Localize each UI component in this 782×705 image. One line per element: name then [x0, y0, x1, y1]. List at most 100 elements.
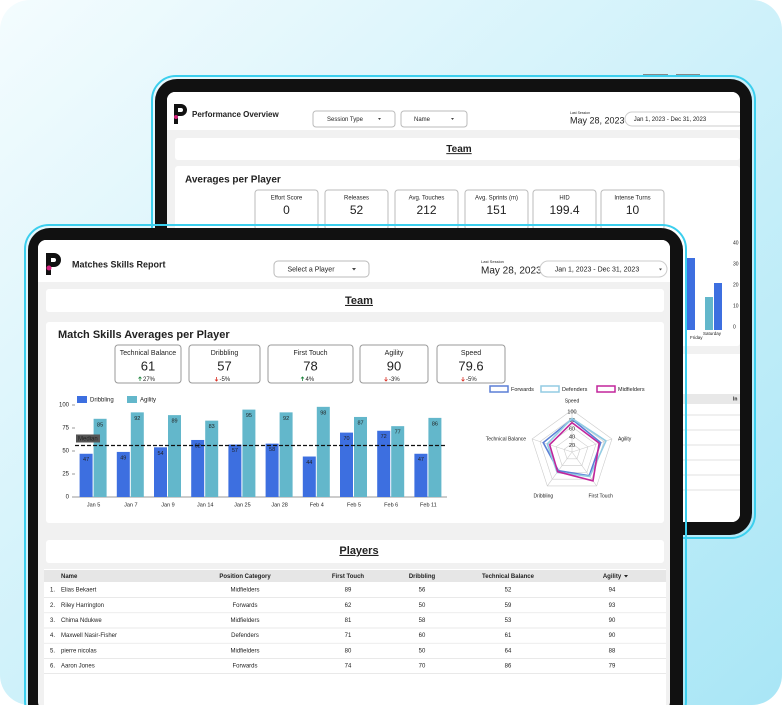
table-cell: Midfielders	[230, 618, 259, 624]
bar-value-label: 47	[83, 457, 89, 463]
dropdown[interactable]	[312, 110, 396, 128]
last-session-label: Last Session	[481, 259, 504, 264]
bar	[242, 409, 256, 497]
dropdown-arrow	[378, 118, 381, 120]
bar	[154, 447, 167, 497]
table-cell: 3.	[50, 618, 55, 624]
dropdown-label: Select a Player	[287, 266, 335, 273]
kpi-card	[267, 344, 354, 384]
radar-grid	[555, 434, 589, 466]
bar	[428, 417, 442, 497]
bar	[391, 426, 405, 497]
kpi-value: 78	[303, 358, 317, 373]
table	[44, 569, 666, 705]
date-range: Jan 1, 2023 - Dec 31, 2023	[555, 266, 640, 273]
table-cell: Aaron Jones	[61, 664, 95, 670]
dropdown-label: Name	[414, 117, 431, 123]
kpi-label: Releases	[344, 196, 369, 202]
column-header: First Touch	[332, 574, 365, 580]
table-cell: 64	[505, 648, 512, 654]
date-range-picker[interactable]	[624, 111, 745, 127]
kpi-change: -3%	[389, 377, 400, 383]
bar-value-label: 77	[395, 430, 401, 436]
table-cell: Chima Ndukwe	[61, 618, 102, 624]
x-tick-label: Feb 6	[384, 502, 398, 508]
logo-dot	[174, 115, 178, 119]
table-cell: 50	[419, 603, 426, 609]
y-tick-label: 25	[62, 472, 69, 478]
table-cell: Midfielders	[230, 648, 259, 654]
median-label-bg	[76, 434, 100, 443]
table-header	[44, 570, 666, 582]
panel-title: Match Skills Averages per Player	[58, 329, 230, 341]
table-cell: 79	[609, 664, 616, 670]
bar-value-label: 89	[171, 419, 177, 425]
table-cell: 59	[505, 603, 512, 609]
kpi-value: 79.6	[458, 358, 483, 373]
kpi-label: First Touch	[293, 350, 327, 357]
table-cell: 2.	[50, 603, 55, 609]
column-header: Position Category	[219, 574, 271, 580]
y-tick-label: 0	[733, 324, 736, 330]
bar	[316, 406, 330, 497]
table-cell: 6.	[50, 664, 55, 670]
kpi-value: 57	[217, 358, 231, 373]
legend-swatch	[596, 385, 616, 393]
radar-axis-label: First Touch	[588, 493, 613, 499]
x-tick-label: Feb 5	[347, 502, 361, 508]
x-tick-label: Jan 9	[161, 502, 174, 508]
radar-grid	[531, 409, 613, 487]
table-cell: Forwards	[232, 603, 257, 609]
column-header: Agility	[603, 574, 622, 580]
radar-axis	[547, 451, 573, 487]
kpi-change: 4%	[306, 377, 315, 383]
table-cell: 56	[419, 588, 426, 594]
bar-value-label: 83	[209, 424, 215, 430]
kpi-value: 0	[283, 203, 290, 217]
table-cell: 90	[609, 633, 616, 639]
kpi-value: 61	[141, 358, 155, 373]
bar-value-label: 85	[97, 422, 103, 428]
table-cell: 74	[345, 664, 352, 670]
table-cell: Riley Harrington	[61, 603, 104, 609]
table-cell: Elias Bekaert	[61, 588, 97, 594]
date-range-picker[interactable]	[539, 260, 668, 278]
table-header-label: In	[733, 396, 737, 402]
panel-title: Averages per Player	[185, 175, 281, 186]
table-cell: 90	[609, 618, 616, 624]
dropdown-label: Session Type	[327, 117, 364, 123]
y-tick-label: 100	[59, 403, 70, 409]
bar	[228, 444, 242, 497]
bar	[265, 443, 279, 497]
legend-label: Forwards	[511, 387, 534, 393]
legend-label: Defenders	[562, 387, 588, 393]
last-session-date: May 28, 2023	[481, 266, 542, 277]
y-tick-label: 75	[62, 426, 69, 432]
bar-value-label: 87	[357, 420, 363, 426]
table-cell: 50	[419, 648, 426, 654]
dropdown[interactable]	[400, 110, 468, 128]
player-dropdown[interactable]	[273, 260, 370, 278]
bar	[205, 420, 219, 497]
section-title: Team	[446, 144, 471, 155]
y-tick-label: 50	[62, 449, 69, 455]
decorative-bar	[714, 283, 722, 330]
legend-label: Agility	[140, 398, 156, 404]
kpi-label: Avg. Sprints (m)	[475, 196, 518, 202]
trend-arrow	[138, 376, 142, 381]
sort-indicator[interactable]	[624, 575, 628, 578]
dropdown-arrow	[659, 268, 662, 271]
table-cell: 52	[505, 588, 512, 594]
x-tick-label: Jan 14	[197, 502, 214, 508]
table-cell: Forwards	[232, 664, 257, 670]
players-title: Players	[339, 545, 378, 557]
kpi-value: 151	[486, 203, 506, 217]
table-cell: 94	[609, 588, 616, 594]
last-session-date: May 28, 2023	[570, 115, 625, 125]
kpi-label: Speed	[461, 350, 481, 357]
bar	[414, 453, 428, 497]
radar-axis-label: Speed	[565, 398, 580, 404]
page-title: Matches Skills Report	[72, 259, 166, 269]
bar	[354, 416, 367, 497]
